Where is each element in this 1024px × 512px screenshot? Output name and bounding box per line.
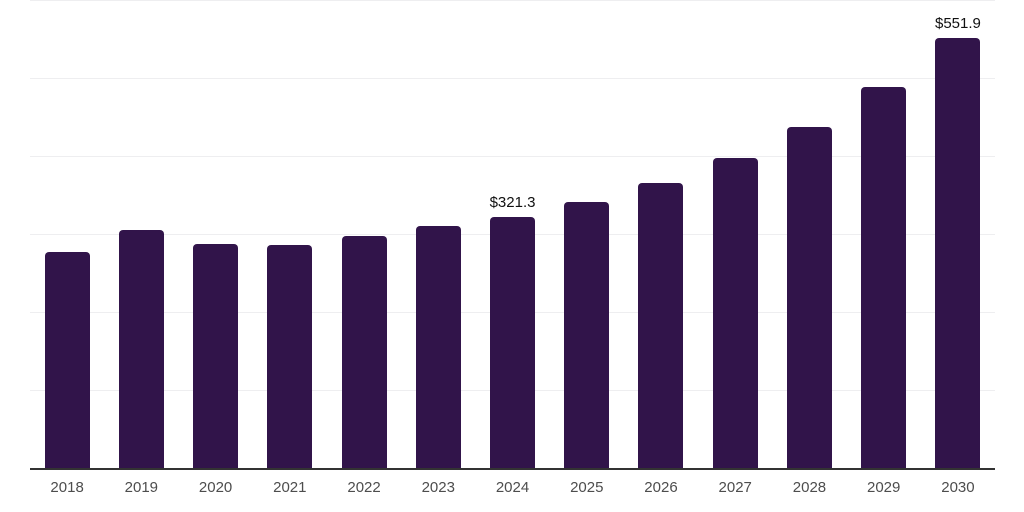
x-tick-label-2030: 2030 [941, 479, 975, 496]
bar-slot-2025 [550, 0, 624, 468]
bar-2026 [638, 183, 684, 468]
bar-2028 [786, 127, 832, 468]
bar-2029 [861, 87, 907, 468]
bar-slot-2030: $551.9 [921, 0, 995, 468]
bar-2027 [712, 157, 758, 468]
bar-slot-2024: $321.3 [475, 0, 549, 468]
x-tick-label-2024: 2024 [495, 479, 530, 496]
x-tick-label-2019: 2019 [124, 479, 159, 496]
bar-value-label-2030: $551.9 [934, 14, 981, 32]
x-axis-labels: 2018 2019 2020 2021 2022 2023 2024 2025 2026 2027… [30, 479, 995, 496]
bar-slot-2019 [104, 0, 178, 468]
bar-slot-2020 [178, 0, 252, 468]
x-tick-label-2025: 2025 [570, 479, 604, 496]
bar-2021 [267, 244, 313, 468]
x-tick-label-2022: 2022 [347, 479, 381, 496]
bar-slot-2018 [30, 0, 104, 468]
bar-2018 [44, 251, 90, 468]
bar-2020 [193, 244, 239, 468]
x-tick-label-2026: 2026 [644, 479, 678, 496]
plot-area: $321.3 $551.9 [30, 0, 995, 470]
bar-slot-2027 [698, 0, 772, 468]
bar-2024 [490, 217, 536, 468]
x-tick-label-2018: 2018 [50, 479, 84, 496]
x-tick-label-2021: 2021 [273, 479, 307, 496]
bar-2019 [118, 230, 164, 468]
bar-slot-2021 [253, 0, 327, 468]
bar-2025 [564, 202, 610, 468]
bar-slot-2029 [847, 0, 921, 468]
x-tick-label-2027: 2027 [718, 479, 752, 496]
bar-2023 [415, 226, 461, 468]
bar-2030 [935, 37, 981, 468]
bar-value-label-2024: $321.3 [489, 194, 536, 212]
x-tick-label-2023: 2023 [421, 479, 455, 496]
x-tick-label-2020: 2020 [198, 479, 233, 496]
bars: $321.3 $551.9 [30, 0, 995, 468]
x-tick-label-2028: 2028 [792, 479, 827, 496]
bar-slot-2026 [624, 0, 698, 468]
bar-2022 [341, 236, 387, 468]
x-tick-label-2029: 2029 [867, 479, 901, 496]
bar-slot-2022 [327, 0, 401, 468]
bar-slot-2023 [401, 0, 475, 468]
bar-slot-2028 [772, 0, 846, 468]
